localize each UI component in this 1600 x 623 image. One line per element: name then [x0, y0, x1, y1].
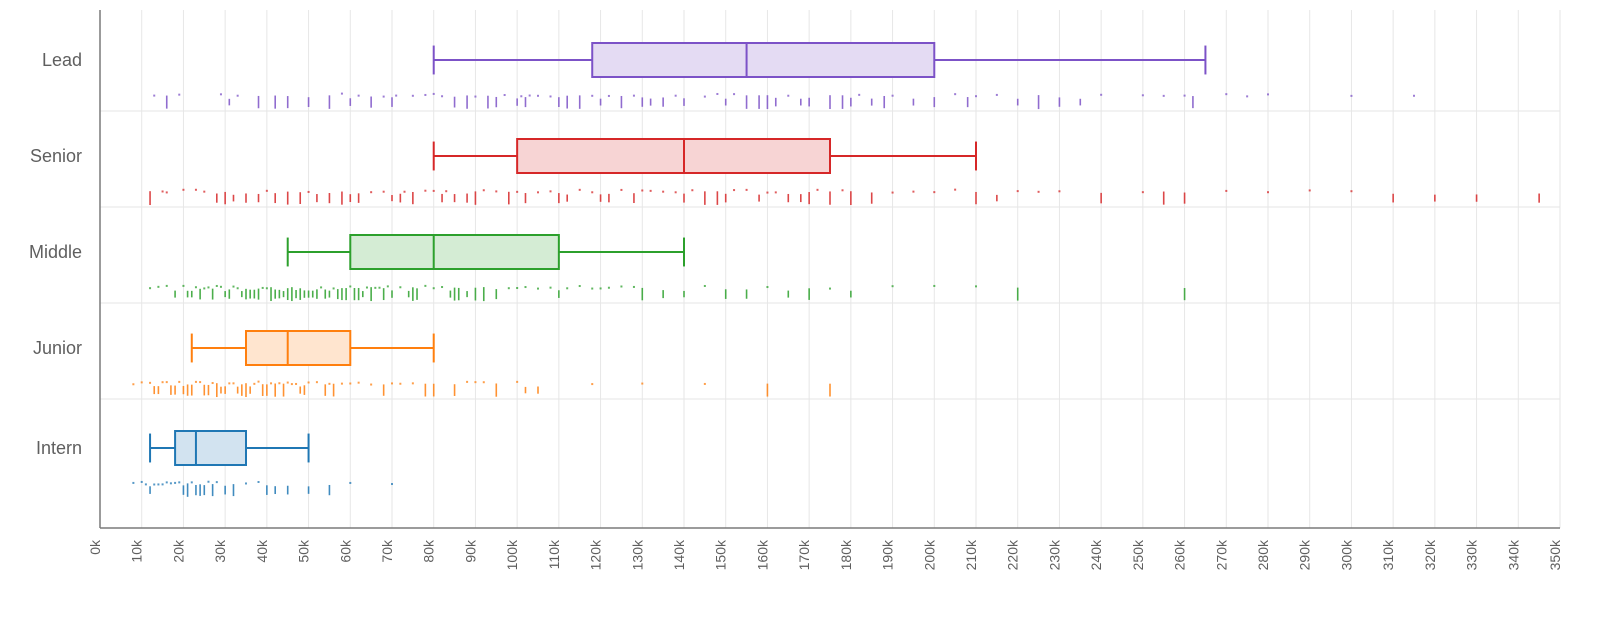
x-tick-label: 40k: [254, 539, 270, 563]
x-tick-label: 180k: [838, 539, 854, 570]
x-tick-label: 170k: [796, 539, 812, 570]
x-tick-label: 190k: [880, 539, 896, 570]
ylabel-senior: Senior: [30, 146, 82, 166]
x-tick-label: 310k: [1380, 539, 1396, 570]
x-tick-label: 240k: [1088, 539, 1104, 570]
x-tick-label: 340k: [1505, 539, 1521, 570]
x-tick-label: 100k: [504, 539, 520, 570]
x-tick-label: 160k: [754, 539, 770, 570]
x-tick-label: 60k: [337, 539, 353, 563]
x-tick-label: 130k: [629, 539, 645, 570]
x-tick-label: 270k: [1213, 539, 1229, 570]
x-tick-label: 50k: [296, 539, 312, 563]
ylabel-junior: Junior: [33, 338, 82, 358]
boxplot-chart: 0k 10k 20k 30k 40k 50k 60k 70k 80k 90k 100k 110k 120…: [0, 0, 1600, 623]
x-tick-label: 210k: [963, 539, 979, 570]
x-tick-label: 220k: [1005, 539, 1021, 570]
x-tick-label: 300k: [1338, 539, 1354, 570]
x-tick-label: 20k: [170, 539, 186, 563]
x-tick-label: 110k: [546, 539, 562, 569]
x-tick-label: 70k: [379, 539, 395, 563]
x-tick-label: 150k: [713, 539, 729, 570]
x-tick-label: 30k: [212, 539, 228, 563]
chart-bg: [0, 0, 1600, 623]
x-tick-label: 280k: [1255, 539, 1271, 570]
x-tick-label: 330k: [1464, 539, 1480, 570]
x-tick-label: 140k: [671, 539, 687, 570]
x-tick-label: 260k: [1172, 539, 1188, 570]
ylabel-middle: Middle: [29, 242, 82, 262]
x-tick-label: 80k: [421, 539, 437, 563]
x-tick-label: 90k: [462, 539, 478, 563]
x-tick-label: 10k: [129, 539, 145, 563]
ylabel-lead: Lead: [42, 50, 82, 70]
ylabel-intern: Intern: [36, 438, 82, 458]
x-tick-label: 290k: [1297, 539, 1313, 570]
x-tick-label: 230k: [1046, 539, 1062, 570]
x-tick-label: 350k: [1547, 539, 1563, 570]
x-tick-label: 0k: [87, 539, 103, 555]
x-tick-label: 200k: [921, 539, 937, 570]
x-tick-label: 320k: [1422, 539, 1438, 570]
x-tick-label: 120k: [588, 539, 604, 570]
x-tick-label: 250k: [1130, 539, 1146, 570]
